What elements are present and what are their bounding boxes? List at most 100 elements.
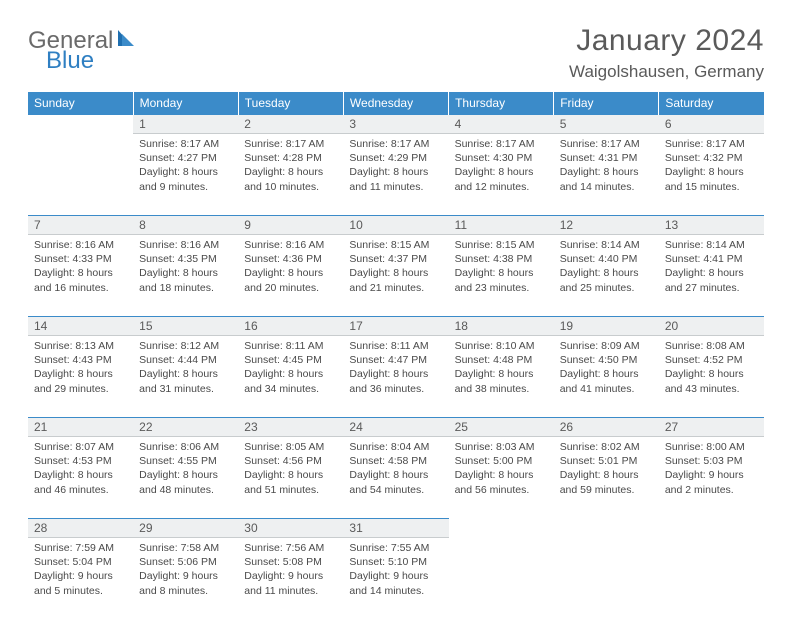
day-number: 26 xyxy=(560,420,573,434)
day-number: 19 xyxy=(560,319,573,333)
sunrise-text: Sunrise: 8:07 AM xyxy=(34,440,127,454)
daylight-text: and 8 minutes. xyxy=(139,584,232,598)
sunset-text: Sunset: 5:03 PM xyxy=(665,454,758,468)
day-cell: Sunrise: 8:15 AMSunset: 4:38 PMDaylight:… xyxy=(449,235,554,317)
daylight-text: and 59 minutes. xyxy=(560,483,653,497)
day-number: 10 xyxy=(349,218,362,232)
day-number-cell: 1 xyxy=(133,115,238,134)
day-number: 12 xyxy=(560,218,573,232)
day-content-row: Sunrise: 8:13 AMSunset: 4:43 PMDaylight:… xyxy=(28,336,764,418)
day-number-cell: 26 xyxy=(554,418,659,437)
weekday-header: Tuesday xyxy=(238,92,343,115)
daylight-text: and 18 minutes. xyxy=(139,281,232,295)
daylight-text: and 21 minutes. xyxy=(349,281,442,295)
day-number: 24 xyxy=(349,420,362,434)
daylight-text: and 14 minutes. xyxy=(349,584,442,598)
day-number-cell: 29 xyxy=(133,519,238,538)
sunrise-text: Sunrise: 8:00 AM xyxy=(665,440,758,454)
daylight-text: Daylight: 8 hours xyxy=(560,367,653,381)
day-number: 14 xyxy=(34,319,47,333)
day-number: 23 xyxy=(244,420,257,434)
day-cell: Sunrise: 8:16 AMSunset: 4:36 PMDaylight:… xyxy=(238,235,343,317)
day-number: 22 xyxy=(139,420,152,434)
daylight-text: and 15 minutes. xyxy=(665,180,758,194)
day-number: 13 xyxy=(665,218,678,232)
day-cell: Sunrise: 8:17 AMSunset: 4:31 PMDaylight:… xyxy=(554,134,659,216)
sunset-text: Sunset: 4:52 PM xyxy=(665,353,758,367)
sunrise-text: Sunrise: 8:10 AM xyxy=(455,339,548,353)
day-number: 1 xyxy=(139,117,146,131)
day-content-row: Sunrise: 7:59 AMSunset: 5:04 PMDaylight:… xyxy=(28,538,764,620)
sunset-text: Sunset: 4:28 PM xyxy=(244,151,337,165)
day-number-cell: 28 xyxy=(28,519,133,538)
sunset-text: Sunset: 4:29 PM xyxy=(349,151,442,165)
day-number-cell xyxy=(28,115,133,134)
sunrise-text: Sunrise: 7:59 AM xyxy=(34,541,127,555)
sunrise-text: Sunrise: 8:14 AM xyxy=(665,238,758,252)
day-number-cell: 14 xyxy=(28,317,133,336)
daylight-text: Daylight: 9 hours xyxy=(34,569,127,583)
day-cell: Sunrise: 7:56 AMSunset: 5:08 PMDaylight:… xyxy=(238,538,343,620)
day-number: 11 xyxy=(455,218,467,232)
day-number: 9 xyxy=(244,218,251,232)
day-number-cell: 24 xyxy=(343,418,448,437)
day-number-cell xyxy=(554,519,659,538)
day-cell: Sunrise: 8:06 AMSunset: 4:55 PMDaylight:… xyxy=(133,437,238,519)
day-cell: Sunrise: 8:16 AMSunset: 4:35 PMDaylight:… xyxy=(133,235,238,317)
sunrise-text: Sunrise: 8:16 AM xyxy=(34,238,127,252)
daylight-text: Daylight: 9 hours xyxy=(139,569,232,583)
day-number: 8 xyxy=(139,218,146,232)
daylight-text: and 5 minutes. xyxy=(34,584,127,598)
sunset-text: Sunset: 4:27 PM xyxy=(139,151,232,165)
daylight-text: Daylight: 8 hours xyxy=(455,266,548,280)
day-cell xyxy=(28,134,133,216)
day-number-cell: 10 xyxy=(343,216,448,235)
day-cell: Sunrise: 8:14 AMSunset: 4:40 PMDaylight:… xyxy=(554,235,659,317)
sunrise-text: Sunrise: 8:17 AM xyxy=(455,137,548,151)
sunrise-text: Sunrise: 8:06 AM xyxy=(139,440,232,454)
day-number-cell xyxy=(659,519,764,538)
sunset-text: Sunset: 5:04 PM xyxy=(34,555,127,569)
sunset-text: Sunset: 4:32 PM xyxy=(665,151,758,165)
day-number-cell: 9 xyxy=(238,216,343,235)
daylight-text: Daylight: 8 hours xyxy=(139,468,232,482)
sunrise-text: Sunrise: 8:17 AM xyxy=(349,137,442,151)
daylight-text: Daylight: 8 hours xyxy=(244,468,337,482)
daylight-text: and 16 minutes. xyxy=(34,281,127,295)
daylight-text: Daylight: 8 hours xyxy=(665,266,758,280)
day-number-cell: 7 xyxy=(28,216,133,235)
daylight-text: and 48 minutes. xyxy=(139,483,232,497)
day-number-cell: 30 xyxy=(238,519,343,538)
day-number: 20 xyxy=(665,319,678,333)
daylight-text: Daylight: 8 hours xyxy=(139,165,232,179)
day-number-cell: 18 xyxy=(449,317,554,336)
daylight-text: Daylight: 8 hours xyxy=(455,468,548,482)
daynum-row: 282930 31 xyxy=(28,519,764,538)
logo: General Blue xyxy=(28,24,138,73)
calendar-table: Sunday Monday Tuesday Wednesday Thursday… xyxy=(28,92,764,620)
day-number-cell: 2 xyxy=(238,115,343,134)
sunrise-text: Sunrise: 8:12 AM xyxy=(139,339,232,353)
sunrise-text: Sunrise: 8:09 AM xyxy=(560,339,653,353)
sunrise-text: Sunrise: 8:05 AM xyxy=(244,440,337,454)
sunset-text: Sunset: 4:41 PM xyxy=(665,252,758,266)
daylight-text: and 43 minutes. xyxy=(665,382,758,396)
sunset-text: Sunset: 4:30 PM xyxy=(455,151,548,165)
daylight-text: Daylight: 8 hours xyxy=(349,165,442,179)
day-number: 6 xyxy=(665,117,672,131)
daylight-text: and 41 minutes. xyxy=(560,382,653,396)
day-number: 21 xyxy=(34,420,47,434)
day-number: 31 xyxy=(349,521,362,535)
day-number: 17 xyxy=(349,319,362,333)
day-number-cell: 20 xyxy=(659,317,764,336)
day-cell: Sunrise: 8:17 AMSunset: 4:30 PMDaylight:… xyxy=(449,134,554,216)
daylight-text: Daylight: 8 hours xyxy=(455,367,548,381)
day-number-cell: 25 xyxy=(449,418,554,437)
day-cell: Sunrise: 8:17 AMSunset: 4:28 PMDaylight:… xyxy=(238,134,343,216)
daylight-text: and 11 minutes. xyxy=(244,584,337,598)
day-number-cell: 4 xyxy=(449,115,554,134)
day-number-cell: 5 xyxy=(554,115,659,134)
weekday-header: Wednesday xyxy=(343,92,448,115)
day-number-cell: 16 xyxy=(238,317,343,336)
day-cell: Sunrise: 7:58 AMSunset: 5:06 PMDaylight:… xyxy=(133,538,238,620)
